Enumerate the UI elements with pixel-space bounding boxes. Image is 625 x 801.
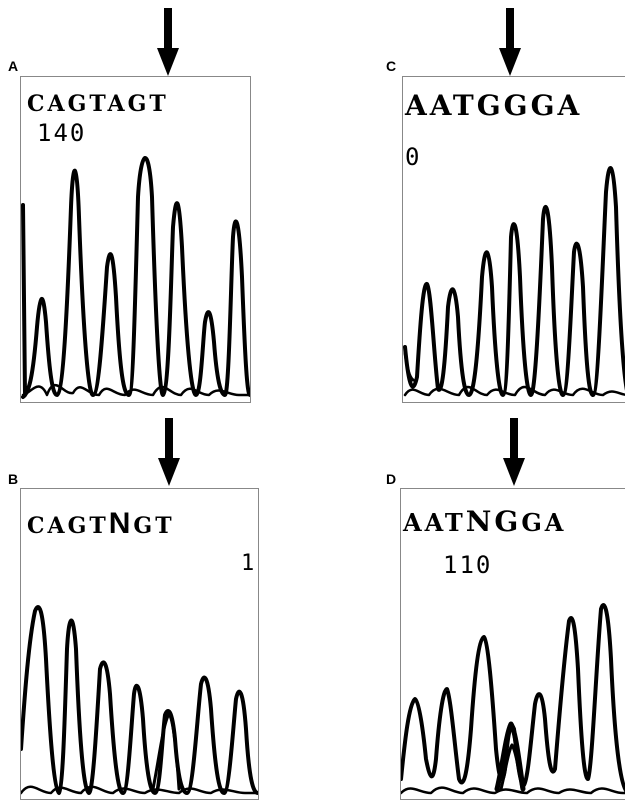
position-number: 1: [241, 551, 257, 576]
chromatogram-panel-a: CAGTAGT 140: [20, 76, 251, 403]
sequence-text: AATGGGA: [405, 89, 583, 122]
chromatogram-trace: [403, 166, 625, 397]
position-number: 140: [37, 119, 87, 147]
position-number: 0: [405, 143, 422, 171]
position-number: 110: [443, 551, 493, 579]
sequence-suffix: GT: [133, 513, 175, 539]
sequence-suffix: GA: [521, 508, 567, 537]
chromatogram-trace: [21, 605, 258, 795]
panel-label-a: A: [8, 58, 19, 74]
sequence-text: CAGTAGT: [27, 91, 169, 117]
panel-label-d: D: [386, 471, 397, 487]
sequence-text: AATNGGA: [403, 505, 566, 538]
sequence-prefix: CAGT: [27, 513, 109, 539]
chromatogram-panel-d: AATNGGA 110: [400, 488, 625, 800]
chromatogram-panel-b: CAGTNGT 1: [20, 488, 259, 800]
ambiguous-base-n: NG: [465, 505, 522, 538]
chromatogram-trace: [401, 603, 625, 795]
chromatogram-panel-c: AATGGGA 0: [402, 76, 625, 403]
chromatogram-trace: [21, 156, 250, 399]
down-arrow-icon: [157, 8, 179, 76]
sequence-text: CAGTNGT: [27, 507, 175, 541]
panel-label-c: C: [386, 58, 397, 74]
panel-label-b: B: [8, 471, 19, 487]
down-arrow-icon: [499, 8, 521, 76]
down-arrow-icon: [503, 418, 525, 486]
sequence-prefix: AAT: [403, 508, 466, 537]
ambiguous-base-n: N: [108, 507, 134, 540]
down-arrow-icon: [158, 418, 180, 486]
